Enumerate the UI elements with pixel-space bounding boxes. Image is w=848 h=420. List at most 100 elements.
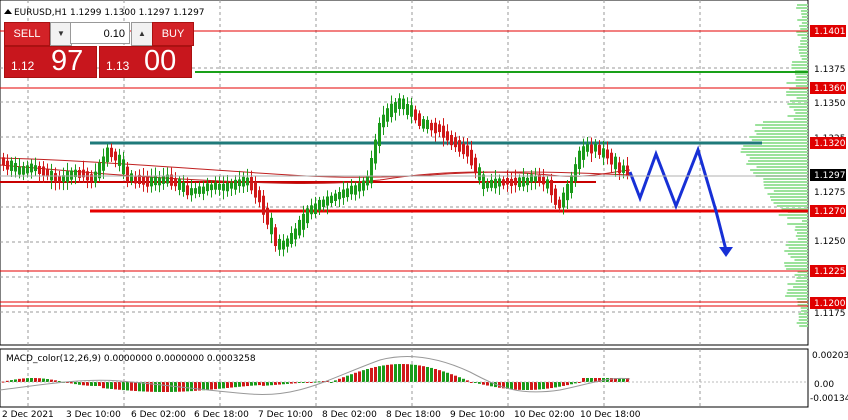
volume-profile-bar (749, 136, 808, 138)
candle-body (534, 175, 537, 182)
macd-bar (350, 374, 353, 382)
volume-profile-bar (797, 4, 808, 6)
macd-bar (170, 382, 173, 392)
time-axis: 2 Dec 2021 3 Dec 10:00 6 Dec 02:00 6 Dec… (2, 410, 641, 420)
candle-body (210, 184, 213, 191)
candle-body (486, 182, 489, 189)
volume-profile-bar (753, 172, 808, 174)
volume-profile-bar (788, 241, 808, 243)
price-axis: 1.1401 1.1375 1.1360 1.1350 1.1325 1.132… (810, 25, 848, 404)
macd-bar (146, 382, 149, 392)
macd-bar (94, 382, 97, 386)
candle-body (470, 149, 473, 166)
lot-size-input[interactable]: 0.10 (70, 22, 130, 44)
candle-body (46, 169, 49, 177)
volume-profile-bar (801, 310, 808, 312)
candle-body (366, 175, 369, 186)
macd-bar (54, 380, 57, 382)
candle-body (22, 166, 25, 175)
macd-bar (586, 378, 589, 382)
candle-body (358, 183, 361, 192)
candle-body (610, 152, 613, 165)
collapse-arrow-icon[interactable] (4, 9, 12, 14)
candle-body (390, 103, 393, 118)
macd-bar (122, 382, 125, 391)
macd-bar (238, 382, 241, 387)
macd-bar (314, 381, 317, 383)
volume-profile-bar (795, 280, 808, 282)
volume-profile-bar (793, 286, 808, 288)
macd-bar (154, 382, 157, 392)
macd-bar (42, 378, 45, 382)
macd-bar (106, 382, 109, 389)
macd-bar (242, 382, 245, 387)
candle-body (282, 240, 285, 250)
moving-average-slow (0, 157, 631, 178)
macd-bar (250, 382, 253, 386)
lot-decrease-button[interactable]: ▼ (50, 22, 72, 46)
candle-body (138, 174, 141, 184)
volume-profile-bar (798, 46, 808, 48)
macd-bar (278, 382, 281, 385)
candlesticks (2, 93, 629, 257)
macd-bar (98, 382, 101, 386)
candle-body (70, 170, 73, 180)
price-tag-bid-text: 1.1297 (814, 171, 846, 181)
candle-body (398, 98, 401, 109)
candle-body (90, 174, 93, 182)
candle-body (218, 183, 221, 190)
macd-bar (2, 381, 5, 383)
macd-bar (6, 380, 9, 382)
candle-body (458, 140, 461, 152)
macd-bar (30, 378, 33, 382)
volume-profile-bar (797, 304, 808, 306)
one-click-trading-panel: SELL ▼ 0.10 ▲ BUY 1.12 97 1.13 00 (4, 22, 194, 80)
volume-profile-bar (793, 109, 808, 111)
candle-body (294, 228, 297, 240)
time-label: 6 Dec 02:00 (131, 410, 186, 420)
buy-button[interactable]: BUY (152, 22, 194, 46)
candle-body (26, 165, 29, 174)
candle-body (318, 199, 321, 211)
macd-bar (222, 382, 225, 389)
volume-profile-bar (796, 322, 808, 324)
buy-price-prefix: 1.13 (106, 59, 130, 73)
candle-body (154, 175, 157, 186)
macd-bar (22, 378, 25, 382)
buy-price-box[interactable]: 1.13 00 (99, 45, 192, 78)
forecast-zigzag (628, 145, 733, 257)
candle-body (602, 148, 605, 158)
candle-body (170, 174, 173, 186)
candle-body (550, 179, 553, 196)
sell-price-box[interactable]: 1.12 97 (4, 45, 97, 78)
sell-button[interactable]: SELL (4, 22, 50, 46)
macd-bar (34, 378, 37, 382)
macd-bar (158, 382, 161, 392)
volume-profile-bar (799, 325, 808, 327)
volume-profile-bar (794, 73, 808, 75)
time-label: 2 Dec 2021 (2, 410, 54, 420)
volume-profile-bar (751, 139, 808, 141)
macd-bar (534, 382, 537, 390)
volume-profile-bar (762, 121, 808, 123)
volume-profile-bar (763, 184, 808, 186)
volume-profile-bar (786, 268, 808, 270)
candle-body (598, 144, 601, 155)
macd-bar (298, 382, 301, 383)
volume-profile-bar (743, 145, 808, 147)
price-tag-1270-text: 1.1270 (814, 207, 846, 217)
volume-profile-bar (746, 163, 808, 165)
candle-body (618, 162, 621, 174)
candle-body (594, 144, 597, 152)
price-tag-1360 (810, 82, 846, 94)
candle-body (298, 219, 301, 236)
volume-profile-bar (801, 37, 808, 39)
macd-bar (490, 382, 493, 387)
macd-bar (562, 382, 565, 386)
candle-body (2, 157, 5, 166)
lot-increase-button[interactable]: ▲ (131, 22, 153, 46)
volume-profile-bar (798, 316, 808, 318)
candle-body (510, 178, 513, 186)
macd-bar (194, 382, 197, 391)
